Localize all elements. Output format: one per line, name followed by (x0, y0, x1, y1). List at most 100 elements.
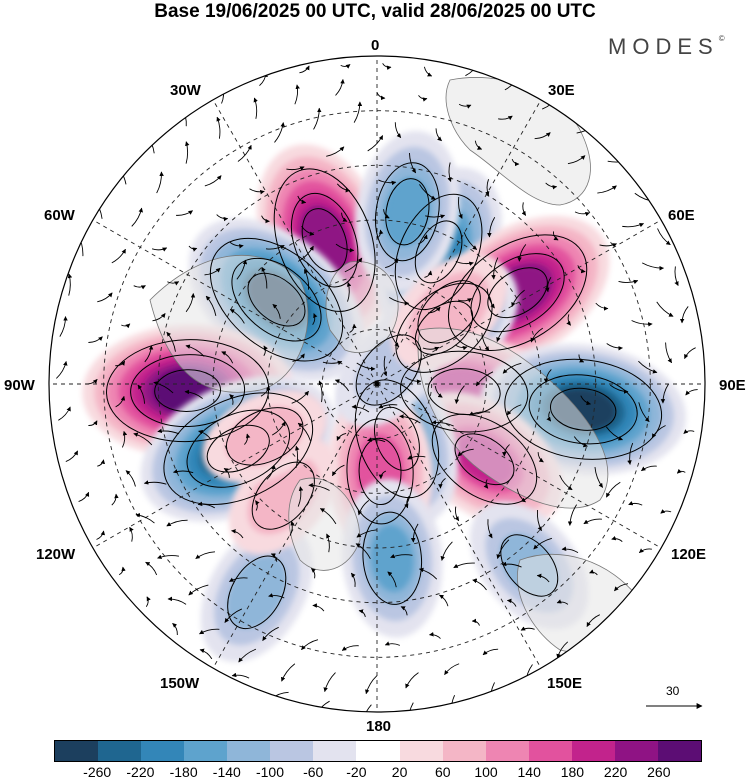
wind-arrow (237, 144, 252, 162)
wind-arrow (455, 260, 474, 266)
lon-label-60e: 60E (668, 207, 695, 224)
meridian-line (376, 99, 542, 385)
wind-arrow (472, 578, 487, 591)
wind-arrow (536, 573, 550, 583)
brand-text: MODES (608, 34, 719, 59)
wind-arrow (153, 381, 174, 394)
wind-arrow (272, 303, 281, 319)
wind-arrow (378, 470, 387, 480)
wind-arrow (435, 128, 442, 142)
lon-label-90e: 90E (719, 377, 746, 394)
wind-arrow (133, 285, 146, 290)
contour (163, 392, 314, 506)
contour (500, 534, 559, 597)
wind-arrow (684, 347, 696, 359)
wind-arrow (384, 641, 401, 646)
meridian-line (212, 383, 378, 669)
wind-arrow (152, 313, 166, 322)
wind-arrow (145, 561, 158, 576)
wind-arrow (336, 183, 351, 193)
meridian-line (376, 383, 542, 669)
wind-arrow (606, 343, 623, 351)
wind-arrow (657, 228, 671, 246)
wind-arrow (631, 320, 653, 327)
colorbar (54, 740, 702, 762)
wind-arrow (483, 479, 489, 489)
wind-arrow (606, 481, 621, 498)
wind-arrow (685, 389, 698, 396)
wind-arrow (341, 645, 359, 651)
contour (414, 300, 474, 355)
wind-arrow (125, 470, 136, 487)
wind-arrow (552, 231, 559, 241)
meridian-line (212, 99, 378, 385)
wind-arrow (638, 402, 650, 422)
wind-arrow (299, 65, 310, 74)
wind-arrow (59, 316, 68, 337)
wind-arrow (444, 663, 460, 676)
colorbar-swatch (571, 741, 615, 761)
wind-arrow (429, 632, 441, 639)
wind-arrow (482, 648, 499, 656)
wind-arrow (409, 153, 417, 174)
wind-arrow (481, 332, 490, 351)
wind-arrow (561, 546, 579, 554)
wind-arrow (400, 606, 408, 616)
wind-arrow (638, 548, 652, 554)
contour (487, 267, 548, 319)
wind-arrow (496, 323, 510, 342)
wind-arrow (356, 529, 378, 538)
wind-arrow (491, 257, 499, 280)
wind-arrow (405, 376, 422, 384)
contour (431, 413, 538, 505)
wind-arrow (313, 107, 322, 130)
latitude-circle (267, 274, 487, 494)
wind-arrow (511, 289, 525, 308)
contour (251, 461, 315, 530)
wind-arrow (516, 488, 526, 503)
wind-arrow (534, 132, 551, 140)
anomaly-level (385, 178, 429, 245)
wind-arrow (580, 395, 591, 406)
wind-arrow (286, 166, 305, 171)
wind-arrow (229, 242, 244, 249)
lon-label-0: 0 (371, 37, 380, 54)
wind-arrow (291, 390, 309, 404)
wind-arrow (88, 420, 98, 426)
wind-arrow (546, 411, 552, 422)
wind-arrow (67, 273, 73, 296)
wind-arrow (418, 95, 428, 102)
wind-arrow (157, 554, 180, 559)
wind-arrow (382, 355, 388, 377)
meridian-line (92, 219, 378, 385)
colorbar-swatch (442, 741, 486, 761)
wind-arrow (674, 266, 679, 286)
wind-arrow (167, 596, 187, 605)
contour (362, 511, 423, 605)
colorbar-tick: -180 (169, 764, 198, 780)
wind-arrow (424, 270, 433, 278)
wind-arrow (297, 245, 314, 262)
wind-arrow (431, 420, 454, 427)
wind-arrow (545, 182, 558, 190)
contour (394, 193, 483, 311)
wind-arrow (556, 641, 569, 659)
colorbar-tick: -220 (126, 764, 155, 780)
contour (273, 168, 376, 312)
lon-label-90w: 90W (4, 377, 35, 394)
wind-arrow (573, 436, 588, 448)
wind-arrow (121, 430, 128, 448)
wind-arrow (390, 553, 413, 559)
wind-arrow (172, 623, 178, 636)
wind-arrow (274, 122, 285, 143)
colorbar-tick-labels: -260 -220 -180 -140 -100 -60 -20 20 60 100 140 180 2… (0, 764, 750, 782)
wind-arrow (498, 115, 513, 121)
wind-arrow (361, 704, 372, 712)
wind-arrow (260, 385, 271, 397)
contour (154, 369, 222, 412)
lon-label-30e: 30E (548, 82, 575, 99)
wind-arrow (238, 648, 257, 663)
wind-arrow (651, 425, 666, 439)
wind-arrow (157, 428, 180, 435)
wind-arrow (367, 135, 384, 152)
